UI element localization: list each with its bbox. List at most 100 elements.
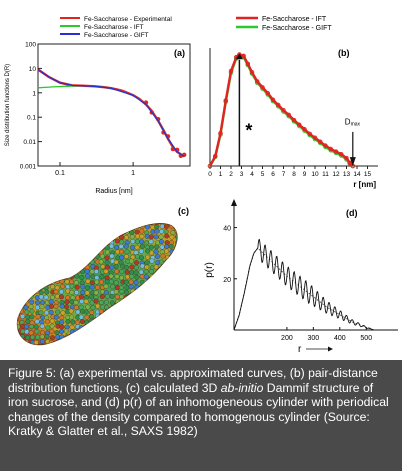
atom bbox=[69, 254, 75, 260]
atom bbox=[24, 309, 30, 315]
atom bbox=[155, 300, 161, 306]
atom bbox=[129, 234, 135, 240]
atom bbox=[48, 223, 54, 229]
atom bbox=[180, 344, 185, 349]
atom bbox=[109, 243, 115, 249]
atom bbox=[40, 346, 45, 351]
atom bbox=[94, 239, 99, 245]
atom bbox=[18, 223, 24, 229]
atom bbox=[10, 219, 15, 224]
atom bbox=[83, 309, 89, 315]
atom bbox=[80, 229, 86, 235]
atom bbox=[114, 223, 120, 226]
chart-b-data-point bbox=[270, 97, 276, 103]
atom bbox=[17, 273, 19, 279]
atom bbox=[159, 229, 165, 234]
atom bbox=[134, 244, 140, 250]
chart-a-ytick-label: 100 bbox=[25, 42, 36, 49]
atom bbox=[164, 323, 170, 329]
atom bbox=[9, 334, 14, 339]
atom bbox=[128, 324, 134, 330]
atom bbox=[99, 294, 105, 299]
legend-a-label-2: Fe-Saccharose - IFT bbox=[84, 24, 144, 31]
atom bbox=[158, 234, 164, 240]
atom bbox=[179, 284, 184, 289]
atom bbox=[17, 320, 20, 326]
atom bbox=[129, 273, 135, 279]
atom bbox=[114, 344, 120, 345]
atom bbox=[110, 284, 116, 290]
chart-b-data-point bbox=[302, 127, 307, 132]
atom bbox=[19, 253, 25, 259]
atom bbox=[174, 274, 178, 280]
chart-b-data-point bbox=[347, 160, 352, 165]
atom bbox=[48, 229, 54, 235]
atom bbox=[138, 248, 144, 254]
chart-b-data-point bbox=[255, 79, 260, 84]
atom bbox=[10, 310, 15, 315]
atom bbox=[69, 263, 75, 269]
peak-arrow-head bbox=[235, 53, 243, 60]
atom bbox=[124, 285, 130, 291]
atom bbox=[94, 279, 100, 285]
atom bbox=[89, 310, 95, 316]
atom bbox=[17, 324, 21, 330]
atom bbox=[93, 269, 99, 275]
atom bbox=[170, 345, 175, 350]
atom bbox=[33, 244, 39, 250]
atom bbox=[179, 290, 184, 295]
atom bbox=[134, 274, 140, 280]
atom bbox=[94, 275, 100, 281]
atom bbox=[95, 303, 101, 309]
atom bbox=[29, 308, 35, 314]
atom bbox=[78, 304, 84, 310]
atom bbox=[148, 239, 154, 245]
atom bbox=[29, 249, 35, 255]
atom bbox=[124, 289, 129, 295]
panel-d-label: (d) bbox=[346, 208, 358, 218]
atom bbox=[180, 234, 185, 239]
atom bbox=[114, 238, 120, 244]
atom bbox=[54, 330, 60, 336]
atom bbox=[169, 309, 175, 315]
atom bbox=[84, 325, 90, 331]
atom bbox=[29, 314, 35, 320]
atom bbox=[144, 264, 150, 270]
atom bbox=[45, 249, 51, 255]
atom bbox=[70, 334, 76, 340]
atom bbox=[179, 246, 184, 251]
atom bbox=[89, 329, 95, 335]
atom bbox=[75, 309, 81, 315]
atom bbox=[168, 254, 174, 260]
chart-b-data-point bbox=[207, 163, 213, 169]
chart-b-data-point bbox=[344, 155, 349, 161]
atom bbox=[59, 303, 65, 309]
atom bbox=[148, 268, 154, 274]
atom bbox=[130, 340, 136, 345]
chart-b-xtick-label: 14 bbox=[353, 171, 361, 178]
atom bbox=[125, 345, 130, 350]
atom bbox=[75, 264, 81, 270]
atom bbox=[115, 225, 121, 231]
atom bbox=[53, 289, 59, 295]
legend-b-label-2: Fe-Saccharose - GIFT bbox=[262, 25, 332, 32]
atom bbox=[43, 235, 49, 241]
chart-b-xtick-label: 3 bbox=[240, 171, 244, 178]
atom bbox=[139, 233, 145, 239]
atom bbox=[30, 334, 36, 340]
atom bbox=[144, 223, 150, 225]
figure-caption: Figure 5: (a) experimental vs. approxima… bbox=[0, 360, 402, 471]
atom bbox=[89, 343, 95, 345]
atom bbox=[164, 283, 170, 289]
atom bbox=[59, 230, 65, 236]
chart-d-series bbox=[233, 238, 375, 331]
atom bbox=[149, 303, 155, 309]
atom bbox=[53, 314, 59, 320]
atom bbox=[80, 258, 86, 264]
atom bbox=[73, 280, 79, 286]
atom bbox=[170, 304, 176, 310]
atom bbox=[108, 314, 114, 320]
chart-d-series-inhomogeneous bbox=[233, 238, 375, 331]
atom bbox=[24, 290, 30, 296]
chart-d-xtick-label: 300 bbox=[308, 335, 320, 342]
